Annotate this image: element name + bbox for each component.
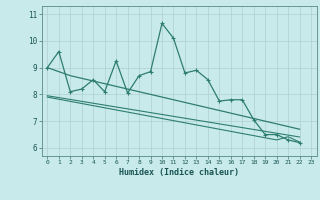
- X-axis label: Humidex (Indice chaleur): Humidex (Indice chaleur): [119, 168, 239, 177]
